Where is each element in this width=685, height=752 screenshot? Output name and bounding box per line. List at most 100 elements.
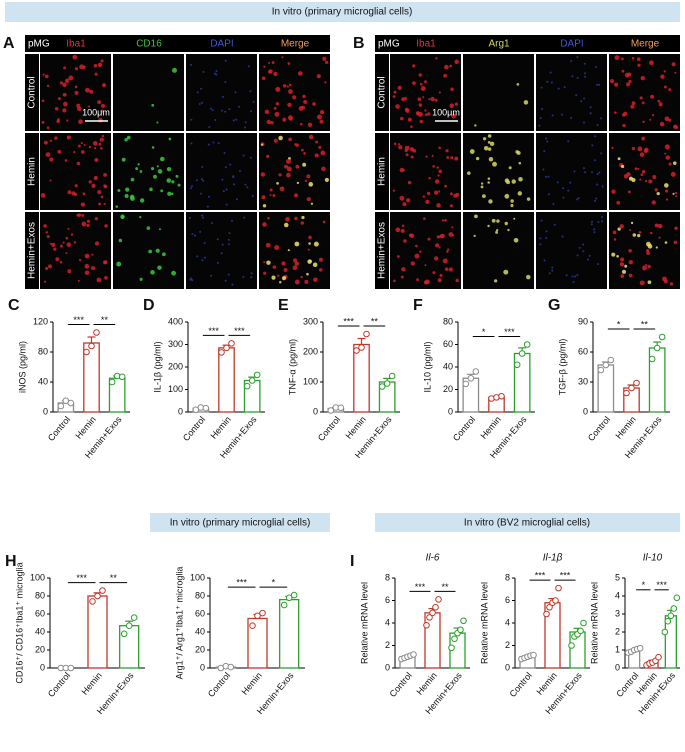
- cell: [97, 190, 102, 195]
- cell: [591, 144, 594, 147]
- cell: [125, 187, 130, 192]
- cell: [616, 200, 621, 205]
- cell: [631, 56, 635, 60]
- y-tick-label: 0: [615, 662, 620, 672]
- y-tick-label: 2: [615, 626, 620, 636]
- cell: [419, 82, 423, 86]
- cell: [612, 230, 617, 235]
- y-tick-label: 5: [615, 572, 620, 582]
- cell: [202, 179, 205, 182]
- panel-letter: A: [3, 35, 15, 52]
- cell: [220, 109, 223, 112]
- cell: [395, 227, 401, 233]
- row-label: Control: [377, 76, 388, 108]
- cell: [449, 64, 453, 68]
- cell: [281, 276, 287, 281]
- y-tick-label: 60: [195, 608, 205, 618]
- header-label: Arg1: [488, 39, 510, 50]
- cell: [200, 87, 203, 90]
- banner-title: In vitro (BV2 microglial cells): [464, 518, 590, 529]
- cell: [628, 273, 633, 278]
- data-point: [633, 379, 640, 387]
- cell: [513, 237, 519, 243]
- cell: [306, 272, 309, 276]
- cell: [548, 272, 551, 275]
- cell: [425, 199, 430, 205]
- cell: [399, 167, 405, 173]
- cell: [651, 200, 656, 205]
- micrograph: [186, 212, 257, 289]
- cell: [613, 238, 617, 241]
- cell: [583, 171, 586, 174]
- cell: [410, 155, 414, 159]
- cell: [598, 83, 601, 86]
- cell: [437, 174, 440, 177]
- data-point: [327, 407, 335, 414]
- cell: [480, 182, 484, 185]
- cell: [102, 83, 107, 88]
- cell: [101, 103, 105, 108]
- cell: [426, 112, 431, 116]
- cell: [538, 124, 541, 127]
- cell: [674, 71, 677, 74]
- cell: [199, 230, 202, 233]
- cell: [561, 235, 564, 238]
- cell: [577, 197, 580, 200]
- cell: [54, 106, 59, 111]
- cell: [611, 189, 616, 194]
- cell: [137, 163, 140, 166]
- cell: [646, 251, 651, 256]
- cell: [227, 273, 230, 276]
- cell: [657, 223, 663, 229]
- cell: [641, 101, 645, 105]
- data-point: [451, 635, 458, 643]
- cell: [306, 174, 311, 179]
- cell: [428, 98, 431, 101]
- data-point: [118, 373, 126, 381]
- data-point: [358, 344, 365, 351]
- panel-letter: F: [413, 297, 423, 314]
- cell: [276, 181, 279, 185]
- cell: [43, 280, 47, 283]
- cell: [124, 138, 128, 142]
- data-point: [388, 372, 396, 380]
- cell: [636, 57, 641, 61]
- significance-label: ***: [656, 580, 667, 590]
- cell: [526, 197, 531, 201]
- cell: [582, 167, 585, 170]
- cell: [81, 221, 87, 227]
- data-point: [223, 344, 230, 352]
- cell: [53, 247, 57, 251]
- y-tick-label: 60: [35, 608, 45, 618]
- bar: [424, 612, 441, 669]
- cell: [480, 185, 484, 189]
- y-tick-label: 0: [448, 406, 453, 416]
- y-tick-label: 20: [195, 644, 205, 654]
- cell: [98, 202, 101, 206]
- cell: [567, 140, 570, 143]
- scale-label: 100μm: [432, 107, 460, 117]
- micrograph: [186, 133, 257, 210]
- y-tick-label: 40: [443, 361, 453, 371]
- header-bg: [375, 35, 680, 52]
- cell: [451, 226, 454, 229]
- data-point: [435, 596, 442, 603]
- cell: [238, 105, 241, 108]
- cell: [620, 274, 625, 279]
- cell: [225, 188, 228, 191]
- cell: [224, 279, 227, 282]
- cell: [91, 266, 96, 271]
- cell: [511, 179, 516, 184]
- y-tick-label: 0: [313, 406, 318, 416]
- data-point: [580, 619, 587, 627]
- cell: [243, 216, 246, 219]
- x-tick-label: Control: [181, 414, 207, 443]
- row-label-bg: [375, 212, 389, 289]
- x-tick-label: Control: [508, 670, 534, 699]
- cell: [99, 137, 104, 142]
- cell: [404, 145, 410, 151]
- data-point: [552, 597, 559, 604]
- cell: [278, 135, 283, 141]
- cell: [262, 222, 267, 227]
- significance-label: *: [617, 319, 621, 329]
